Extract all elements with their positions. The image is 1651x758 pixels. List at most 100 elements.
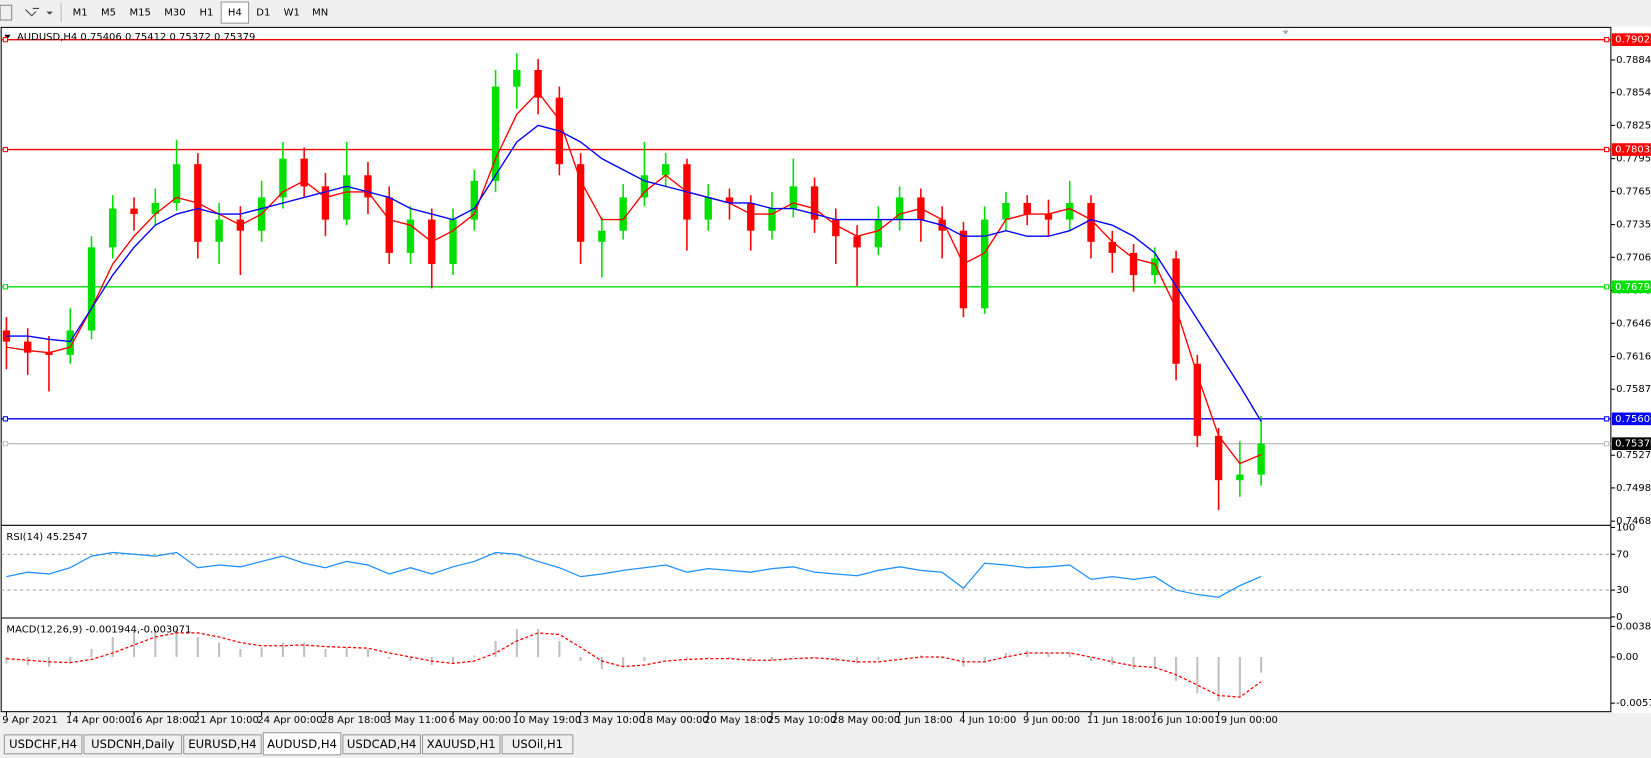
- macd-bar: [281, 642, 284, 658]
- macd-bar: [515, 628, 518, 658]
- timeframe-button[interactable]: M5: [101, 8, 116, 19]
- x-tick-label: 16 Apr 18:00: [130, 715, 195, 726]
- level-label-box: [1611, 280, 1651, 294]
- candle-body: [343, 175, 351, 220]
- macd-bar: [537, 628, 540, 658]
- tab-label[interactable]: EURUSD,H4: [188, 737, 256, 751]
- candle-body: [662, 164, 670, 176]
- candle-body: [640, 175, 649, 198]
- timeframe-button[interactable]: W1: [284, 8, 300, 19]
- indicator-title: RSI(14) 45.2547: [6, 532, 87, 543]
- level-label-box: [1611, 33, 1651, 46]
- tab-label[interactable]: USOil,H1: [512, 737, 563, 751]
- level-anchor: [1604, 37, 1610, 43]
- candle-body: [768, 208, 776, 231]
- tab-label[interactable]: USDCAD,H4: [347, 737, 416, 751]
- x-tick-label: 6 May 00:00: [449, 715, 511, 726]
- tab-label[interactable]: XAUUSD,H1: [427, 737, 496, 751]
- candle-body: [513, 69, 521, 87]
- level-label: 0.79023: [1615, 35, 1651, 46]
- tool-icon[interactable]: [25, 7, 40, 17]
- moving-average: [6, 124, 1262, 422]
- tool-icon[interactable]: [0, 4, 13, 21]
- timeframe-button[interactable]: H1: [200, 8, 214, 19]
- tab-label[interactable]: USDCHF,H4: [9, 737, 77, 751]
- macd-bar: [685, 657, 689, 659]
- tab-active[interactable]: [262, 732, 342, 756]
- y-tick-label: 0: [1616, 612, 1622, 623]
- x-tick-label: 9 Apr 2021: [2, 715, 57, 726]
- macd-bar: [239, 648, 242, 658]
- y-tick-label: 0.76165: [1616, 352, 1651, 363]
- x-tick-label: 21 Apr 10:00: [194, 715, 259, 726]
- macd-bar: [409, 657, 412, 662]
- macd-bar: [707, 657, 710, 658]
- y-tick-label: 0.76465: [1616, 318, 1651, 329]
- macd-bar: [1238, 657, 1241, 698]
- candle-body: [789, 186, 797, 209]
- candle-body: [832, 219, 840, 237]
- candle-body: [279, 158, 287, 198]
- macd-bar: [728, 657, 731, 659]
- macd-bar: [90, 648, 93, 658]
- level-label-box: [1611, 437, 1651, 450]
- y-tick-label: 100: [1616, 522, 1635, 533]
- macd-bar: [324, 648, 327, 658]
- macd-bar: [983, 657, 986, 662]
- candle-body: [895, 197, 904, 220]
- level-anchor: [2, 146, 9, 153]
- candle-body: [1129, 252, 1138, 276]
- candle-body: [1002, 202, 1010, 220]
- macd-bar: [1089, 657, 1093, 662]
- timeframe-button[interactable]: MN: [312, 8, 328, 19]
- timeframe-button[interactable]: D1: [256, 8, 270, 19]
- candle-body: [151, 202, 159, 215]
- candle-body: [321, 186, 330, 220]
- candle-body: [874, 219, 883, 248]
- macd-bar: [643, 657, 646, 662]
- timeframe-button[interactable]: M1: [73, 8, 88, 19]
- tab[interactable]: [342, 734, 421, 755]
- candle-body: [406, 219, 415, 253]
- timeframe-button[interactable]: H4: [228, 8, 242, 19]
- y-tick-label: 0.75275: [1616, 450, 1651, 461]
- macd-bar: [111, 636, 114, 658]
- tab[interactable]: [83, 734, 183, 755]
- tab-label[interactable]: USDCNH,Daily: [91, 737, 174, 751]
- level-anchor: [1604, 441, 1610, 447]
- candle-body: [491, 86, 500, 181]
- candle-body: [1151, 258, 1159, 276]
- macd-bar: [1196, 657, 1199, 694]
- tab[interactable]: [183, 734, 262, 755]
- level-label: 0.76794: [1615, 282, 1651, 293]
- tab-label[interactable]: AUDUSD,H4: [267, 737, 337, 751]
- candle-body: [747, 202, 755, 231]
- tab[interactable]: [3, 734, 83, 755]
- timeframe-button[interactable]: M30: [164, 8, 185, 19]
- dropdown-arrow[interactable]: [46, 11, 53, 15]
- x-tick-label: 14 Apr 00:00: [66, 715, 131, 726]
- candle-body: [1108, 241, 1116, 253]
- macd-bar: [919, 655, 922, 658]
- macd-bar: [941, 657, 944, 659]
- candle-body: [598, 230, 606, 242]
- candle-body: [130, 208, 138, 215]
- timeframe-button[interactable]: M15: [129, 8, 150, 19]
- y-tick-label: 30: [1616, 585, 1629, 596]
- tab[interactable]: [501, 734, 574, 755]
- macd-bar: [579, 657, 582, 662]
- tab[interactable]: [421, 734, 501, 755]
- x-tick-label: 28 May 00:00: [832, 715, 901, 726]
- level-label-box: [1611, 143, 1651, 156]
- x-tick-label: 28 Apr 18:00: [321, 715, 386, 726]
- candle-body: [1023, 202, 1031, 215]
- y-tick-label: 0.78545: [1616, 88, 1651, 99]
- level-label: 0.75379: [1615, 439, 1651, 450]
- level-anchor: [1604, 146, 1610, 153]
- macd-bar: [1217, 657, 1220, 702]
